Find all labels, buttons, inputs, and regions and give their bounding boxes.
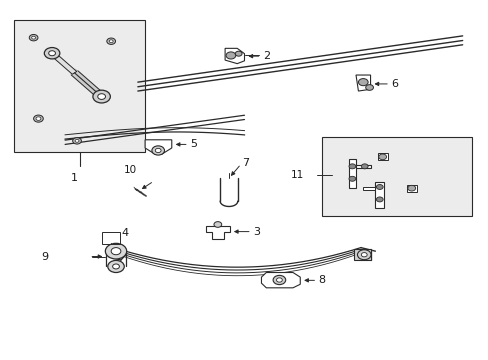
Text: 1: 1 (71, 173, 78, 183)
Circle shape (214, 222, 221, 227)
Circle shape (365, 85, 373, 90)
Circle shape (107, 260, 124, 273)
Polygon shape (406, 185, 416, 192)
Circle shape (111, 248, 121, 255)
Circle shape (36, 117, 41, 120)
Circle shape (109, 40, 113, 42)
Text: 8: 8 (318, 275, 325, 285)
Polygon shape (363, 187, 375, 190)
Text: 4: 4 (122, 228, 129, 238)
Polygon shape (54, 55, 77, 74)
Circle shape (225, 52, 235, 59)
Text: 9: 9 (41, 252, 48, 261)
Text: 10: 10 (124, 165, 137, 175)
Text: 2: 2 (263, 51, 269, 61)
Polygon shape (353, 249, 370, 260)
Polygon shape (377, 153, 386, 161)
Text: 3: 3 (253, 226, 260, 237)
Bar (14, 20, 145, 152)
Text: 7: 7 (242, 158, 249, 168)
Circle shape (49, 51, 55, 56)
Circle shape (357, 250, 370, 260)
Bar (322, 137, 471, 216)
Polygon shape (261, 273, 300, 288)
Circle shape (376, 197, 383, 202)
Circle shape (358, 78, 367, 86)
Circle shape (376, 184, 383, 189)
Polygon shape (145, 140, 171, 154)
Circle shape (155, 148, 161, 153)
Polygon shape (355, 75, 370, 91)
Circle shape (44, 48, 60, 59)
Circle shape (73, 138, 81, 144)
Circle shape (348, 176, 355, 181)
Circle shape (75, 139, 79, 142)
Polygon shape (348, 159, 355, 188)
Circle shape (348, 164, 355, 169)
Circle shape (272, 275, 285, 285)
Circle shape (112, 264, 119, 269)
Circle shape (152, 146, 164, 155)
Circle shape (106, 38, 115, 44)
Circle shape (276, 278, 282, 282)
Circle shape (378, 154, 386, 160)
Circle shape (93, 90, 110, 103)
Circle shape (34, 115, 43, 122)
Circle shape (98, 94, 105, 99)
Polygon shape (375, 182, 384, 208)
Text: 11: 11 (290, 170, 303, 180)
Circle shape (407, 185, 415, 191)
Circle shape (235, 51, 242, 56)
Circle shape (361, 253, 366, 257)
Polygon shape (205, 226, 229, 239)
Polygon shape (224, 48, 244, 64)
Polygon shape (355, 165, 370, 168)
Text: 6: 6 (390, 79, 398, 89)
Circle shape (361, 164, 367, 169)
Bar (102, 231, 120, 244)
Circle shape (105, 243, 126, 259)
Text: 5: 5 (190, 139, 197, 149)
Circle shape (29, 35, 38, 41)
Circle shape (32, 36, 36, 39)
